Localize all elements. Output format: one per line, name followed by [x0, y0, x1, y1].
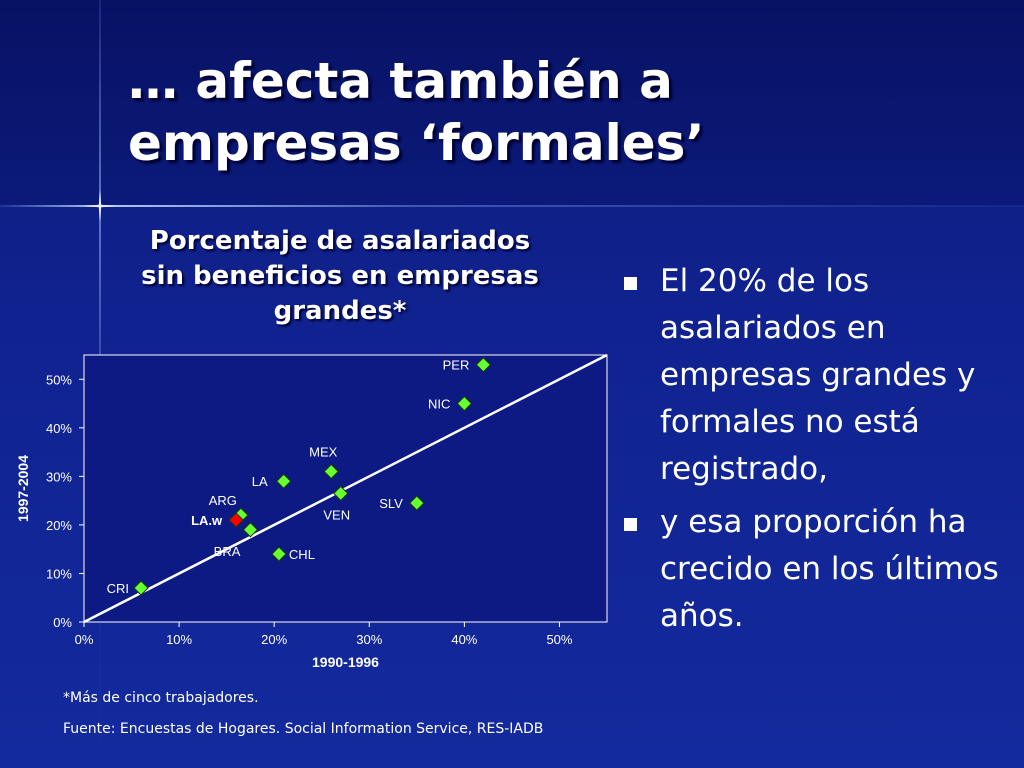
data-point-bra: [242, 522, 259, 538]
point-label-la-w: LA.w: [191, 513, 223, 528]
point-label-nic: NIC: [428, 397, 450, 412]
source-note: Fuente: Encuestas de Hogares. Social Inf…: [63, 721, 544, 737]
x-tick-label: 10%: [166, 632, 192, 647]
scatter-chart: 0% 0% 10% 10% 20% 20% 30% 30% 40% 40% 50% 50% 1990-1…: [0, 340, 620, 685]
x-tick-label: 50%: [546, 632, 572, 647]
point-label-la: LA: [252, 474, 268, 489]
x-tick-label: 30%: [356, 632, 382, 647]
square-bullet-icon: [624, 518, 637, 531]
y-tick-label: 0%: [53, 615, 72, 630]
y-tick-label: 50%: [46, 372, 72, 387]
chart-title-line-3: grandes*: [273, 296, 407, 326]
slide-title-line-2: empresas ‘formales’: [128, 114, 705, 172]
scatter-chart-svg: 0%0% 10% 10% 20% 20% 30% 30% 40% 40% 50% 50% 1990-1…: [15, 353, 608, 670]
title-band: [0, 0, 1024, 205]
y-tick-label: 20%: [46, 518, 72, 533]
data-point-cri: [133, 580, 149, 596]
data-point-chl: [271, 546, 287, 562]
bullet-text-2: y esa proporción ha crecido en los últim…: [660, 504, 999, 634]
sparkle-icon: [84, 190, 116, 222]
point-label-slv: SLV: [379, 496, 403, 511]
data-point-la: [275, 473, 292, 489]
chart-title-line-2: sin beneficios en empresas: [141, 261, 539, 291]
data-point-ven: [333, 485, 349, 502]
reference-line: [83, 353, 608, 624]
point-label-chl: CHL: [289, 547, 315, 562]
point-label-per: PER: [443, 358, 470, 373]
x-tick-label: 0%: [75, 632, 94, 647]
chart-title: Porcentaje de asalariados sin beneficios…: [105, 224, 575, 329]
data-point-mex: [323, 463, 339, 480]
data-point-la-w: [228, 512, 244, 528]
x-axis-label: 1990-1996: [312, 654, 379, 670]
point-label-cri: CRI: [107, 581, 129, 596]
bullet-text-1: El 20% de los asalariados en empresas gr…: [660, 263, 976, 487]
x-tick-label: 40%: [451, 632, 477, 647]
data-point-nic: [456, 395, 473, 412]
square-bullet-icon: [624, 277, 637, 290]
y-tick-label: 10%: [46, 566, 72, 581]
chart-title-line-1: Porcentaje de asalariados: [149, 226, 531, 256]
y-axis-label: 1997-2004: [15, 455, 31, 522]
y-tick-label: 40%: [46, 421, 72, 436]
data-point-slv: [409, 495, 425, 511]
slide-title-line-1: … afecta también a: [128, 52, 673, 110]
decorative-horizontal-line: [0, 205, 1024, 207]
point-label-bra: BRA: [214, 544, 241, 559]
footnote: *Más de cinco trabajadores.: [63, 690, 259, 706]
point-label-arg: ARG: [209, 493, 237, 508]
y-tick-label: 30%: [46, 469, 72, 484]
bullet-list: El 20% de los asalariados en empresas gr…: [618, 258, 1018, 646]
x-tick-label: 20%: [261, 632, 287, 647]
bullet-item-2: y esa proporción ha crecido en los últim…: [618, 499, 1018, 640]
bullet-item-1: El 20% de los asalariados en empresas gr…: [618, 258, 1018, 493]
point-label-ven: VEN: [323, 507, 350, 522]
data-point-per: [475, 357, 492, 373]
point-label-mex: MEX: [309, 445, 338, 460]
slide-title: … afecta también a empresas ‘formales’: [128, 50, 1008, 174]
